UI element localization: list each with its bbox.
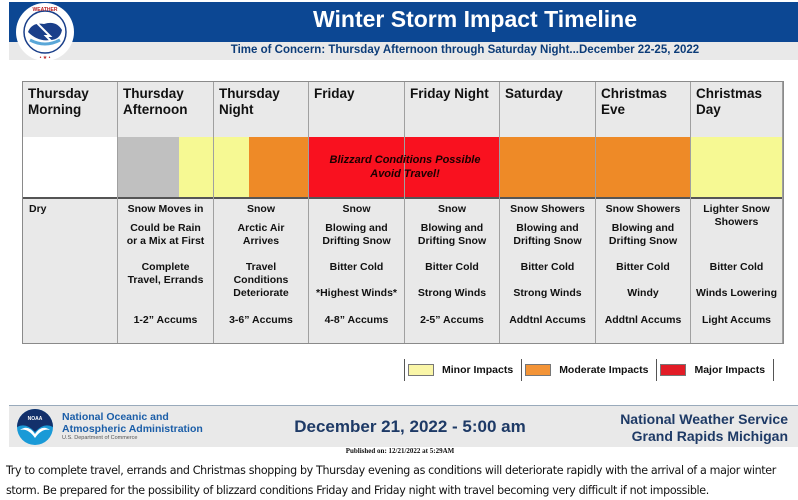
footer-band — [9, 405, 798, 447]
column-details: Snow Blowing and Drifting Snow Bitter Col… — [309, 197, 404, 344]
column-details: Snow Showers Blowing and Drifting Snow Bi… — [500, 197, 595, 344]
major-swatch-icon — [660, 364, 687, 376]
column-header: Thursday Night — [219, 86, 280, 117]
column-details: Snow Showers Blowing and Drifting Snow Bi… — [596, 197, 690, 344]
timeline-column: Thursday Afternoon Snow Moves in Could be… — [118, 82, 214, 343]
time-of-concern: Time of Concern: Thursday Afternoon thro… — [230, 44, 700, 56]
blizzard-warning: Blizzard Conditions Possible Avoid Trave… — [329, 154, 481, 180]
impact-timeline-table: Thursday Morning Dry Thursday Afternoon Sn… — [22, 81, 784, 344]
column-details: Snow Blowing and Drifting Snow Bitter Col… — [405, 197, 499, 344]
column-header: Thursday Morning — [28, 86, 89, 117]
impact-bar — [214, 137, 308, 197]
svg-text:WEATHER: WEATHER — [33, 7, 58, 13]
timeline-column: Christmas Eve Snow Showers Blowing and Dri… — [596, 82, 691, 343]
impact-bar — [691, 137, 782, 197]
published-timestamp: Published on: 12/21/2022 at 5:29AM — [345, 447, 455, 455]
impact-bar — [500, 137, 595, 197]
timeline-column: Friday Night Snow Blowing and Drifting Sn… — [405, 82, 500, 343]
nws-office: National Weather Service Grand Rapids Mic… — [620, 411, 788, 444]
svg-text:• ★ •: • ★ • — [40, 55, 51, 61]
header-subtitle-band — [9, 42, 798, 60]
moderate-swatch-icon — [525, 364, 552, 376]
noaa-name: National Oceanic and Atmospheric Administ… — [62, 411, 203, 435]
column-header: Saturday — [505, 86, 563, 101]
column-header: Friday Night — [410, 86, 489, 101]
column-details: Snow Moves in Could be Rain or a Mix at F… — [118, 197, 213, 344]
timeline-column: Saturday Snow Showers Blowing and Driftin… — [500, 82, 596, 343]
column-header: Thursday Afternoon — [123, 86, 188, 117]
impact-bar — [23, 137, 117, 197]
svg-text:NOAA: NOAA — [28, 416, 43, 422]
column-header: Christmas Eve — [601, 86, 668, 117]
timeline-column: Thursday Morning Dry — [23, 82, 118, 343]
impact-bar — [596, 137, 690, 197]
nws-logo-icon: WEATHER • ★ • — [16, 3, 74, 61]
impact-legend: Minor Impacts Moderate Impacts Major Imp… — [404, 359, 775, 381]
header-banner — [9, 2, 798, 42]
noaa-department: U.S. Department of Commerce — [62, 435, 138, 441]
legend-moderate: Moderate Impacts — [521, 359, 656, 381]
issued-date: December 21, 2022 - 5:00 am — [294, 417, 526, 436]
column-details: Snow Arctic Air Arrives Travel Conditions D… — [214, 197, 308, 344]
timeline-column: Christmas Day Lighter Snow Showers Bitter … — [691, 82, 783, 343]
column-header: Friday — [314, 86, 355, 101]
page-title: Winter Storm Impact Timeline — [313, 6, 637, 32]
column-details: Dry — [23, 197, 117, 344]
impact-bar — [405, 137, 499, 197]
legend-minor: Minor Impacts — [404, 359, 521, 381]
timeline-column: Thursday Night Snow Arctic Air Arrives Tra… — [214, 82, 309, 343]
impact-bar — [118, 137, 213, 197]
impact-bar — [309, 137, 404, 197]
noaa-logo-icon: NOAA — [17, 409, 53, 445]
storm-description: Try to complete travel, errands and Chri… — [6, 464, 776, 497]
column-details: Lighter Snow Showers Bitter Cold Winds Lo… — [691, 197, 782, 344]
timeline-column: Friday Snow Blowing and Drifting Snow Bit… — [309, 82, 405, 343]
legend-major: Major Impacts — [656, 359, 775, 381]
column-header: Christmas Day — [696, 86, 763, 117]
minor-swatch-icon — [408, 364, 434, 376]
